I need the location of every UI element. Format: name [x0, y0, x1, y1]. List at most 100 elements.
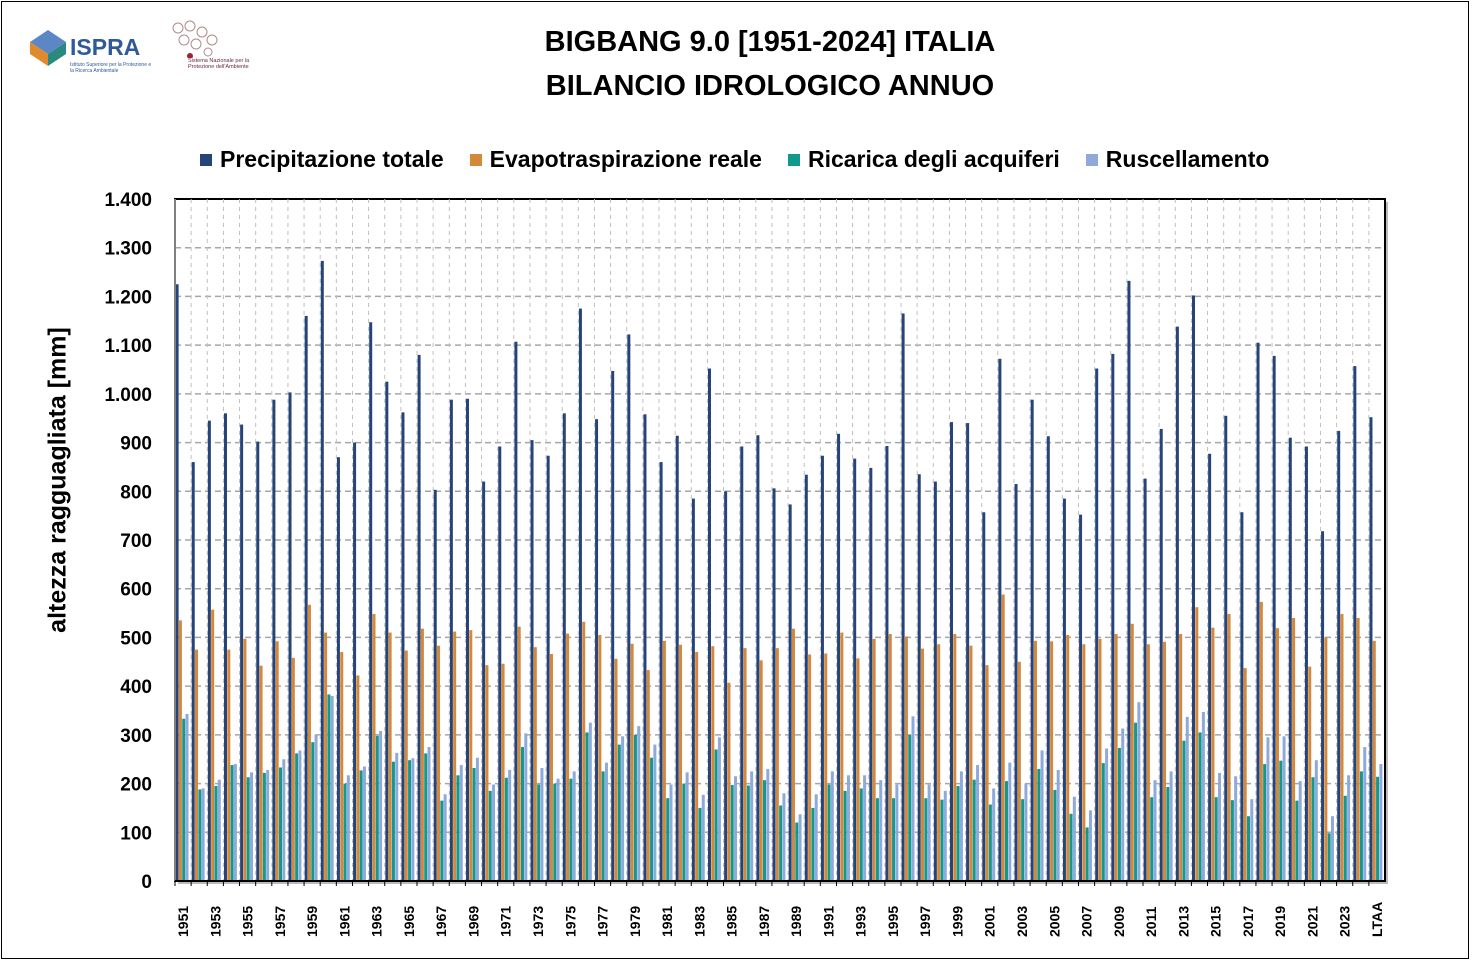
bar-ricarica-degli-acquiferi: [650, 757, 654, 881]
bar-evapotraspirazione-reale: [1324, 637, 1328, 881]
bar-precipitazione-totale: [1353, 366, 1357, 882]
bar-precipitazione-totale: [901, 313, 905, 881]
bar-evapotraspirazione-reale: [759, 660, 763, 881]
bar-precipitazione-totale: [627, 334, 631, 881]
bar-evapotraspirazione-reale: [727, 682, 731, 881]
x-tick-label: 1989: [788, 906, 804, 937]
bar-ricarica-degli-acquiferi: [940, 799, 944, 881]
legend-item-evapotraspirazione: Evapotraspirazione reale: [469, 146, 762, 173]
bar-precipitazione-totale: [982, 512, 986, 881]
bar-ricarica-degli-acquiferi: [892, 798, 896, 881]
bar-ricarica-degli-acquiferi: [746, 785, 750, 881]
x-tick-label: 1977: [595, 906, 611, 937]
x-tick-label: 1955: [240, 906, 256, 937]
bar-ricarica-degli-acquiferi: [295, 753, 299, 881]
bar-ricarica-degli-acquiferi: [827, 784, 831, 881]
bar-ruscellamento: [250, 772, 254, 881]
bar-ricarica-degli-acquiferi: [1311, 777, 1315, 881]
bar-ruscellamento: [217, 779, 221, 881]
bar-precipitazione-totale: [449, 399, 453, 881]
bar-evapotraspirazione-reale: [1033, 640, 1037, 881]
legend-swatch: [200, 153, 212, 166]
bar-ruscellamento: [798, 814, 802, 881]
bar-ricarica-degli-acquiferi: [1069, 813, 1073, 881]
x-tick-label: 2021: [1304, 906, 1320, 937]
bar-precipitazione-totale: [998, 358, 1002, 882]
bar-evapotraspirazione-reale: [533, 647, 537, 881]
bar-precipitazione-totale: [1046, 436, 1050, 881]
chart-title-line1: BIGBANG 9.0 [1951-2024] ITALIA: [544, 26, 996, 58]
bar-ricarica-degli-acquiferi: [424, 753, 428, 881]
bar-precipitazione-totale: [562, 413, 566, 881]
bar-ruscellamento: [379, 730, 383, 881]
bar-precipitazione-totale: [675, 435, 679, 881]
chart-title-line2: BILANCIO IDROLOGICO ANNUO: [545, 70, 995, 102]
bar-evapotraspirazione-reale: [372, 614, 376, 881]
bar-ricarica-degli-acquiferi: [1359, 771, 1363, 881]
bar-evapotraspirazione-reale: [888, 634, 892, 881]
bar-precipitazione-totale: [433, 489, 437, 881]
bar-evapotraspirazione-reale: [1227, 614, 1231, 881]
bar-ruscellamento: [1201, 711, 1205, 881]
bar-evapotraspirazione-reale: [872, 638, 876, 881]
bar-precipitazione-totale: [466, 398, 469, 881]
bar-evapotraspirazione-reale: [1275, 628, 1279, 881]
bar-precipitazione-totale: [240, 424, 244, 881]
bar-evapotraspirazione-reale: [485, 665, 489, 881]
bar-ruscellamento: [1379, 764, 1383, 881]
ispra-logo-icon: [30, 30, 66, 66]
x-tick-label: 2023: [1337, 906, 1353, 937]
bar-ruscellamento: [943, 790, 947, 881]
bar-evapotraspirazione-reale: [420, 628, 424, 881]
bar-evapotraspirazione-reale: [953, 634, 957, 881]
bar-ruscellamento: [298, 750, 302, 881]
bar-precipitazione-totale: [1111, 353, 1115, 881]
bar-ricarica-degli-acquiferi: [262, 772, 266, 881]
x-tick-label: 1953: [207, 906, 223, 937]
bar-evapotraspirazione-reale: [1001, 594, 1005, 881]
bar-precipitazione-totale: [772, 488, 776, 881]
bar-ricarica-degli-acquiferi: [456, 775, 460, 881]
x-tick-label: 2011: [1143, 906, 1159, 937]
bar-precipitazione-totale: [336, 457, 340, 881]
bar-ruscellamento: [492, 784, 496, 881]
bar-ricarica-degli-acquiferi: [714, 749, 718, 881]
bar-ricarica-degli-acquiferi: [198, 789, 202, 881]
snpa-logo-icon: [172, 20, 218, 58]
bar-precipitazione-totale: [482, 481, 486, 881]
bar-evapotraspirazione-reale: [1179, 634, 1183, 881]
bar-ruscellamento: [475, 757, 479, 881]
x-tick-label: 2001: [982, 906, 998, 937]
bar-ricarica-degli-acquiferi: [1134, 722, 1138, 881]
bar-ricarica-degli-acquiferi: [1343, 795, 1347, 881]
x-tick-label: 1979: [627, 906, 643, 937]
bar-ricarica-degli-acquiferi: [795, 822, 799, 881]
y-tick-label: 1.000: [104, 385, 152, 406]
bar-evapotraspirazione-reale: [1163, 641, 1167, 881]
bar-ricarica-degli-acquiferi: [1247, 816, 1250, 881]
x-tick-label: 2019: [1272, 906, 1288, 937]
bar-ricarica-degli-acquiferi: [682, 783, 686, 881]
bar-evapotraspirazione-reale: [1243, 668, 1247, 881]
legend-label: Ruscellamento: [1105, 146, 1270, 172]
bar-ricarica-degli-acquiferi: [343, 783, 347, 881]
bar-precipitazione-totale: [853, 458, 857, 881]
bar-ricarica-degli-acquiferi: [1005, 781, 1008, 881]
bar-ruscellamento: [911, 716, 915, 881]
bar-precipitazione-totale: [691, 498, 695, 881]
bar-precipitazione-totale: [401, 412, 405, 881]
bar-precipitazione-totale: [1030, 399, 1034, 881]
bar-ruscellamento: [362, 766, 366, 881]
bar-evapotraspirazione-reale: [937, 644, 941, 881]
bar-evapotraspirazione-reale: [324, 632, 328, 881]
bar-evapotraspirazione-reale: [824, 653, 828, 881]
bar-ruscellamento: [443, 794, 447, 881]
bar-precipitazione-totale: [207, 420, 211, 881]
legend-label: Ricarica degli acquiferi: [807, 146, 1060, 172]
legend: Precipitazione totale Evapotraspirazione…: [200, 146, 1269, 173]
bar-evapotraspirazione-reale: [404, 650, 408, 881]
bar-ruscellamento: [846, 775, 850, 881]
bar-evapotraspirazione-reale: [969, 645, 973, 881]
bar-ricarica-degli-acquiferi: [1263, 764, 1267, 881]
bar-ruscellamento: [863, 775, 867, 881]
